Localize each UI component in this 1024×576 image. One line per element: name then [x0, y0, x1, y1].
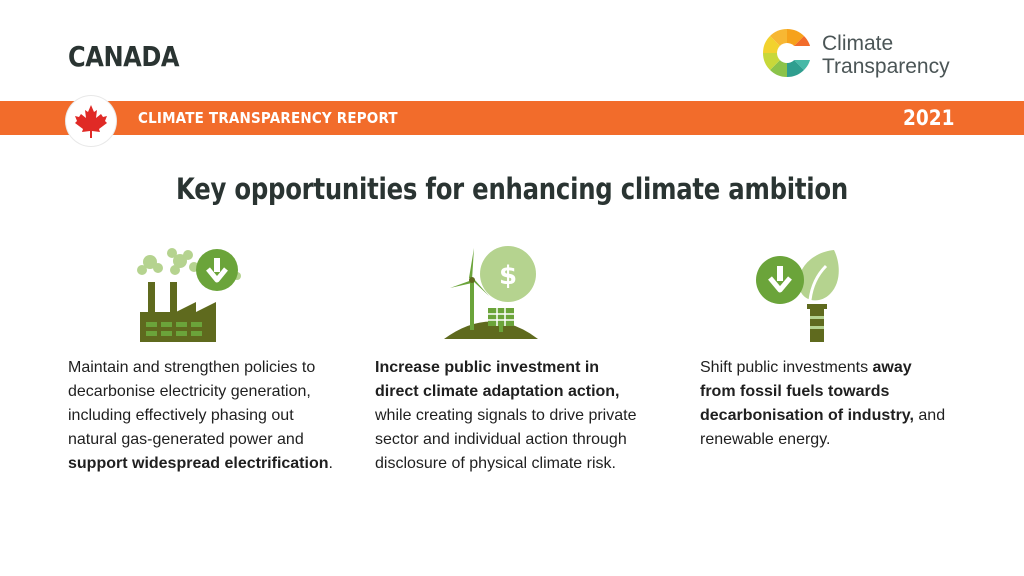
banner-year: 2021 — [902, 106, 954, 130]
opportunity-text-1: Maintain and strengthen policies to deca… — [68, 356, 340, 476]
brand-line-2: Transparency — [822, 55, 950, 78]
wind-solar-investment-icon: $ — [444, 246, 538, 339]
brand-line-1: Climate — [822, 32, 894, 55]
opportunity-2-emphasis: Increase public investment in direct cli… — [375, 359, 620, 400]
opportunity-3-text: Shift public investments — [700, 359, 873, 376]
report-banner: CLIMATE TRANSPARENCY REPORT 2021 — [0, 101, 1024, 135]
page-headline: Key opportunities for enhancing climate … — [176, 172, 848, 206]
banner-title: CLIMATE TRANSPARENCY REPORT — [138, 109, 398, 127]
opportunity-3-emphasis: away from fossil fuels towards decarboni… — [700, 359, 914, 424]
svg-text:$: $ — [499, 261, 517, 291]
opportunity-3-text-end: and renewable energy. — [700, 407, 946, 448]
opportunity-text-2: Increase public investment in direct cli… — [375, 356, 647, 476]
opportunity-text-3: Shift public investments away from fossi… — [700, 356, 950, 452]
canada-flag-icon — [66, 96, 116, 146]
opportunity-2-text: while creating signals to drive private … — [375, 407, 637, 472]
opportunity-1-text: Maintain and strengthen policies to deca… — [68, 359, 316, 448]
chimney-leaf-decrease-icon — [756, 250, 839, 342]
logo-mark-icon — [762, 28, 813, 78]
opportunity-1-emphasis: support widespread electrification — [68, 455, 329, 472]
opportunity-1-text-end: . — [328, 455, 333, 472]
climate-transparency-logo: Climate Transparency — [760, 26, 970, 82]
country-title: CANADA — [68, 40, 180, 73]
factory-decrease-icon — [137, 248, 241, 342]
brand-name: Climate Transparency — [822, 32, 950, 78]
